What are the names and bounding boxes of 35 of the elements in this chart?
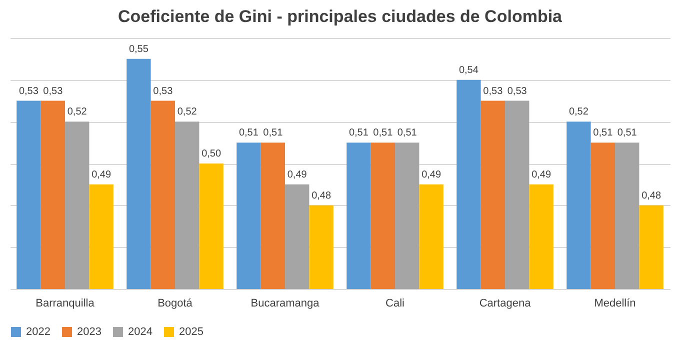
legend-label: 2022 <box>26 326 50 338</box>
data-label: 0,51 <box>397 128 418 139</box>
data-label: 0,49 <box>422 169 442 180</box>
data-label: 0,51 <box>348 128 369 139</box>
data-label: 0,55 <box>128 44 149 55</box>
data-label: 0,49 <box>287 169 308 180</box>
data-label: 0,52 <box>568 106 589 118</box>
data-label: 0,53 <box>153 86 174 97</box>
x-tick-label: Bucaramanga <box>250 298 320 310</box>
data-label: 0,52 <box>67 106 88 118</box>
data-label: 0,51 <box>593 128 614 139</box>
data-label: 0,54 <box>458 64 479 76</box>
data-label: 0,53 <box>43 86 64 97</box>
x-tick-label: Barranquilla <box>36 298 96 310</box>
data-label: 0,52 <box>177 106 198 118</box>
data-label: 0,51 <box>238 128 259 139</box>
x-tick-label: Cali <box>386 298 404 310</box>
legend-label: 2023 <box>77 326 102 338</box>
data-label: 0,53 <box>483 86 504 97</box>
data-label: 0,48 <box>642 190 662 202</box>
data-label: 0,50 <box>202 148 222 160</box>
legend-label: 2025 <box>179 326 204 338</box>
data-label: 0,51 <box>617 128 638 139</box>
data-label: 0,51 <box>373 128 394 139</box>
chart-title: Coeficiente de Gini - principales ciudades de Colombia <box>118 7 563 26</box>
x-tick-label: Bogotá <box>158 298 194 310</box>
data-label: 0,49 <box>532 169 552 180</box>
data-label: 0,49 <box>92 169 112 180</box>
data-label: 0,53 <box>507 86 528 97</box>
x-tick-label: Medellín <box>594 298 636 310</box>
data-label: 0,51 <box>263 128 284 139</box>
x-tick-label: Cartagena <box>479 298 532 310</box>
data-label: 0,48 <box>312 190 332 202</box>
legend-label: 2024 <box>128 326 152 338</box>
data-label: 0,53 <box>18 86 39 97</box>
